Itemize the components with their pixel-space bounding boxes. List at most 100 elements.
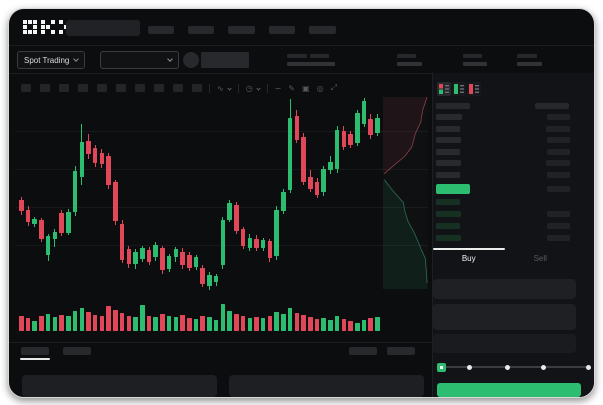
candle: [375, 117, 380, 133]
amount-field[interactable]: [433, 304, 576, 330]
timeframe-button[interactable]: [40, 84, 50, 92]
volume-bar: [247, 317, 253, 331]
nav-item[interactable]: [228, 26, 255, 34]
volume-bar: [146, 315, 152, 331]
timeframe-button[interactable]: [154, 84, 164, 92]
indicator-overlay-select[interactable]: ∿: [217, 83, 224, 93]
volume-bar: [86, 312, 91, 331]
ask-row-price-bar[interactable]: [436, 125, 460, 132]
ask-row-price-bar[interactable]: [436, 172, 460, 178]
volume-bar: [294, 313, 300, 331]
nav-item[interactable]: [269, 26, 295, 34]
bottom-tab-action[interactable]: [349, 347, 377, 355]
screenshot-icon[interactable]: ▣: [302, 83, 310, 93]
nav-item[interactable]: [309, 26, 336, 34]
active-tab-indicator: [433, 248, 505, 250]
slider-stop[interactable]: [467, 364, 472, 370]
line-style-icon[interactable]: ∼: [274, 83, 282, 93]
ask-row-amount-bar[interactable]: [546, 160, 570, 167]
bid-row-price-bar[interactable]: [436, 235, 461, 241]
timeframe-button[interactable]: [59, 84, 69, 92]
ask-row-amount-bar[interactable]: [547, 114, 570, 120]
bottom-tab[interactable]: [63, 347, 91, 355]
app-window: Spot Trading ∿ ◷ ∼ ✎ ▣ ◎ ⤢ Buy: [8, 8, 595, 398]
bottom-tab[interactable]: [21, 347, 49, 355]
order-book-amount-header: [535, 103, 569, 109]
total-field[interactable]: [433, 334, 576, 353]
candle: [328, 162, 333, 171]
last-price-highlight[interactable]: [436, 184, 470, 194]
ask-row-price-bar[interactable]: [436, 114, 462, 120]
timeframe-button[interactable]: [116, 84, 126, 92]
volume-bar: [281, 314, 286, 331]
ask-row-price-bar[interactable]: [436, 137, 461, 144]
volume-bar: [308, 316, 313, 331]
timeframe-button[interactable]: [173, 84, 183, 92]
pair-filter-dropdown[interactable]: [100, 51, 179, 69]
price-field[interactable]: [433, 279, 576, 299]
order-book-bids-only-icon[interactable]: [452, 82, 466, 96]
order-book-combined-icon[interactable]: [437, 82, 451, 96]
candle: [173, 249, 179, 258]
volume-bar: [227, 310, 232, 331]
ask-row-price-bar[interactable]: [436, 160, 461, 167]
depth-bids-line: [383, 179, 428, 284]
ask-row-amount-bar[interactable]: [547, 172, 570, 178]
tab-buy[interactable]: Buy: [433, 248, 505, 269]
fullscreen-icon[interactable]: ⤢: [330, 83, 338, 92]
timeframe-button[interactable]: [21, 84, 31, 92]
volume-bar: [113, 310, 118, 331]
last-price-amount-bar: [547, 186, 570, 192]
tab-sell[interactable]: Sell: [505, 248, 577, 269]
candle: [247, 237, 253, 249]
candle: [334, 129, 340, 169]
history-panel-placeholder: [229, 375, 424, 397]
timeframe-buttons: [21, 84, 202, 92]
candle: [355, 113, 360, 144]
chart-settings-icon[interactable]: ◎: [316, 83, 324, 93]
bottom-tabs: [21, 347, 91, 355]
volume-bar: [153, 316, 158, 331]
candle: [119, 223, 125, 260]
bid-row-amount-bar[interactable]: [547, 211, 570, 217]
volume-bar: [92, 314, 98, 331]
timeframe-button[interactable]: [192, 84, 202, 92]
candle: [133, 251, 138, 265]
timeframe-button[interactable]: [135, 84, 145, 92]
ask-row-amount-bar[interactable]: [546, 125, 570, 132]
volume-bar: [348, 321, 353, 331]
nav-item[interactable]: [188, 26, 214, 34]
order-book-asks-only-icon[interactable]: [467, 82, 481, 96]
timeframe-button[interactable]: [78, 84, 88, 92]
candle: [227, 202, 232, 221]
bid-row-amount-bar[interactable]: [547, 235, 570, 241]
bid-row-price-bar[interactable]: [436, 199, 460, 205]
slider-handle[interactable]: [437, 362, 446, 372]
ask-row-amount-bar[interactable]: [547, 148, 570, 155]
bottom-tab-action[interactable]: [387, 347, 415, 355]
slider-stop[interactable]: [585, 364, 591, 370]
bid-row-price-bar[interactable]: [436, 223, 460, 229]
buy-submit-button[interactable]: [437, 383, 581, 397]
nav-item[interactable]: [148, 26, 174, 34]
slider-stop[interactable]: [504, 364, 510, 370]
market-type-dropdown[interactable]: Spot Trading: [17, 51, 86, 69]
volume-bar: [140, 305, 145, 331]
ask-row-price-bar[interactable]: [436, 148, 460, 155]
ask-row-amount-bar[interactable]: [547, 137, 570, 144]
volume-bar: [72, 310, 78, 331]
price-change-placeholder: [287, 62, 311, 66]
timeframe-button[interactable]: [97, 84, 107, 92]
pair-name-placeholder[interactable]: [201, 52, 249, 68]
bid-row-amount-bar[interactable]: [547, 223, 570, 229]
candle: [39, 220, 44, 239]
volume-bar: [341, 318, 347, 331]
chart-interval-select[interactable]: ◷: [245, 83, 253, 93]
draw-tool-icon[interactable]: ✎: [288, 83, 296, 93]
volume-bar: [99, 316, 105, 331]
bid-row-price-bar[interactable]: [436, 211, 461, 217]
search-input[interactable]: [66, 20, 140, 36]
slider-stop[interactable]: [540, 364, 546, 370]
amount-slider[interactable]: [437, 362, 591, 372]
volume-bar: [59, 314, 64, 331]
